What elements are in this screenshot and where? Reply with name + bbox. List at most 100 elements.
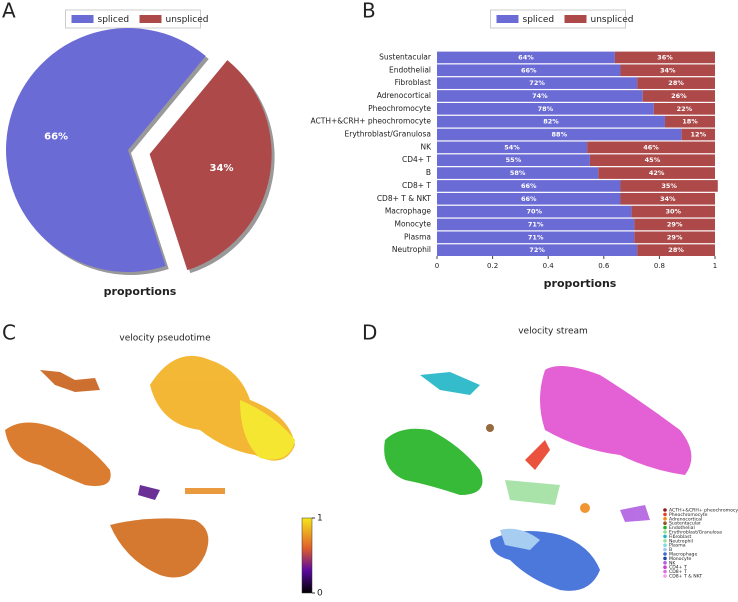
category-label: CD8+ T & NKT	[377, 194, 432, 203]
legend-swatch	[139, 15, 162, 23]
legend-marker	[663, 565, 667, 569]
colorbar-tick-label: 1	[317, 514, 323, 524]
stream-embedding	[384, 366, 692, 591]
legend-swatch	[496, 15, 519, 23]
legend-label: Sustentacular	[669, 521, 701, 527]
legend-marker	[663, 574, 667, 578]
bar-value-label: 70%	[527, 208, 543, 216]
legend-label: Neutrophil	[669, 538, 693, 544]
bar-segment	[437, 231, 635, 244]
bar-segment	[620, 180, 718, 192]
bar-segment	[437, 167, 599, 179]
x-tick-label: 0	[435, 262, 439, 270]
legend-marker	[663, 530, 667, 534]
legend-label: Endothelial	[669, 525, 695, 531]
bar-segment	[437, 64, 621, 77]
legend-label: B	[669, 547, 672, 553]
category-label: Erythroblast/Granulosa	[345, 130, 431, 139]
bar-value-label: 29%	[667, 233, 683, 241]
bar-segment	[437, 90, 643, 102]
bar-segment	[637, 244, 715, 256]
bar-segment	[634, 218, 715, 231]
bar-value-label: 34%	[660, 195, 676, 203]
category-label: Neutrophil	[392, 245, 431, 254]
bar-segment	[437, 192, 621, 205]
bar-value-label: 46%	[643, 143, 659, 151]
bar-value-label: 34%	[660, 66, 676, 74]
category-label: Pheochromocyte	[368, 104, 431, 113]
bar-segment	[437, 51, 615, 64]
bar-value-label: 28%	[668, 246, 684, 254]
bar-value-label: 72%	[529, 246, 545, 254]
bar-value-label: 54%	[504, 143, 520, 151]
chart-title: proportions	[104, 285, 177, 298]
bar-value-label: 22%	[677, 105, 693, 113]
bar-segment	[437, 154, 590, 167]
legend-marker	[663, 534, 667, 539]
legend-marker	[663, 521, 667, 525]
legend-marker	[663, 561, 667, 565]
category-label: Plasma	[404, 232, 431, 241]
chart-title: velocity pseudotime	[119, 334, 211, 344]
bar-value-label: 64%	[518, 53, 534, 61]
legend-label: spliced	[98, 15, 130, 25]
bar-segment	[437, 205, 632, 218]
legend-label: Erythroblast/Granulosa	[669, 530, 722, 536]
bar-value-label: 30%	[666, 208, 682, 216]
bar-value-label: 18%	[682, 118, 698, 126]
bar-value-label: 45%	[645, 156, 661, 164]
legend-box	[490, 9, 626, 29]
chart-title: velocity stream	[518, 327, 588, 337]
bar-segment	[587, 141, 715, 154]
legend-marker	[663, 569, 667, 574]
legend-label: CD4+ T	[669, 565, 687, 571]
bar-segment	[437, 141, 588, 154]
x-tick-label: 0.2	[487, 262, 498, 270]
category-label: Macrophage	[385, 207, 432, 216]
legend-label: Macrophage	[669, 552, 697, 558]
legend-label: unspliced	[591, 15, 634, 25]
bar-value-label: 55%	[506, 156, 522, 164]
bar-value-label: 26%	[671, 92, 687, 100]
legend-marker	[663, 556, 667, 561]
bar-segment	[634, 231, 715, 244]
legend-label: unspliced	[166, 15, 209, 25]
legend-label: Adrenocortical	[669, 516, 702, 522]
legend-marker	[663, 517, 667, 521]
bar-segment	[631, 205, 715, 218]
panel-label: C	[2, 321, 16, 345]
bar-segment	[589, 154, 715, 167]
bar-value-label: 66%	[521, 66, 537, 74]
legend-label: ACTH+&CRH+ pheochromocyte	[669, 508, 738, 514]
bar-value-label: 66%	[521, 182, 537, 190]
bar-value-label: 88%	[552, 131, 568, 139]
bar-value-label: 71%	[528, 220, 544, 228]
colorbar-tick-label: 0	[317, 589, 323, 599]
legend-label: Monocyte	[669, 556, 692, 562]
category-label: ACTH+&CRH+ pheochromocyte	[311, 117, 432, 126]
bar-value-label: 35%	[661, 182, 677, 190]
bar-segment	[437, 115, 665, 128]
bar-segment	[620, 192, 715, 205]
legend-marker	[663, 508, 667, 512]
x-axis-label: proportions	[544, 277, 617, 290]
bar-value-label: 12%	[691, 131, 707, 139]
bar-value-label: 28%	[668, 79, 684, 87]
bar-segment	[437, 77, 638, 89]
bar-value-label: 74%	[532, 92, 548, 100]
bar-value-label: 58%	[510, 169, 526, 177]
bar-value-label: 42%	[649, 169, 665, 177]
legend-label: Pheochromocyte	[669, 512, 708, 518]
bar-segment	[681, 128, 715, 141]
bar-value-label: 82%	[543, 118, 559, 126]
legend-label: Fibroblast	[669, 534, 691, 540]
bar-segment	[642, 90, 715, 102]
legend-marker	[663, 552, 667, 556]
bar-value-label: 78%	[538, 105, 554, 113]
legend-label: CD8+ T & NKT	[669, 574, 702, 580]
category-label: CD4+ T	[402, 155, 431, 164]
bar-value-label: 29%	[667, 220, 683, 228]
category-label: CD8+ T	[402, 181, 431, 190]
legend-marker	[663, 547, 667, 552]
